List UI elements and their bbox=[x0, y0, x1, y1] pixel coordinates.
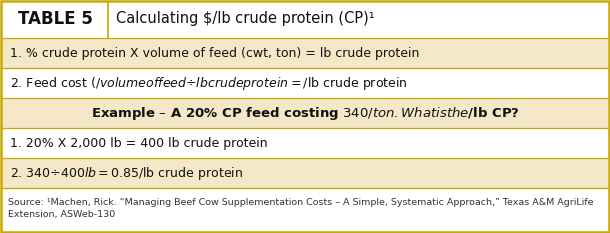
Bar bbox=[2, 158, 608, 188]
Text: 1. % crude protein X volume of feed (cwt, ton) = lb crude protein: 1. % crude protein X volume of feed (cwt… bbox=[10, 47, 420, 59]
Text: Example – A 20% CP feed costing $340/ton. What is the $/lb CP?: Example – A 20% CP feed costing $340/ton… bbox=[91, 104, 519, 121]
Bar bbox=[2, 38, 608, 68]
Bar bbox=[2, 0, 608, 38]
Bar bbox=[2, 188, 608, 233]
Text: Extension, ASWeb-130: Extension, ASWeb-130 bbox=[8, 210, 115, 219]
Text: 1. 20% X 2,000 lb = 400 lb crude protein: 1. 20% X 2,000 lb = 400 lb crude protein bbox=[10, 137, 268, 150]
Bar bbox=[2, 98, 608, 128]
Text: Calculating $/lb crude protein (CP)¹: Calculating $/lb crude protein (CP)¹ bbox=[116, 11, 375, 27]
Bar bbox=[2, 128, 608, 158]
Bar bbox=[2, 68, 608, 98]
Text: TABLE 5: TABLE 5 bbox=[18, 10, 93, 28]
Text: Source: ¹Machen, Rick. “Managing Beef Cow Supplementation Costs – A Simple, Syst: Source: ¹Machen, Rick. “Managing Beef Co… bbox=[8, 198, 594, 207]
Text: 2. Feed cost ($/volume of feed ÷ lb crude protein = $/lb crude protein: 2. Feed cost ($/volume of feed ÷ lb crud… bbox=[10, 75, 407, 92]
Text: 2. $340 ÷ 400 lb = $0.85/lb crude protein: 2. $340 ÷ 400 lb = $0.85/lb crude protei… bbox=[10, 164, 243, 182]
